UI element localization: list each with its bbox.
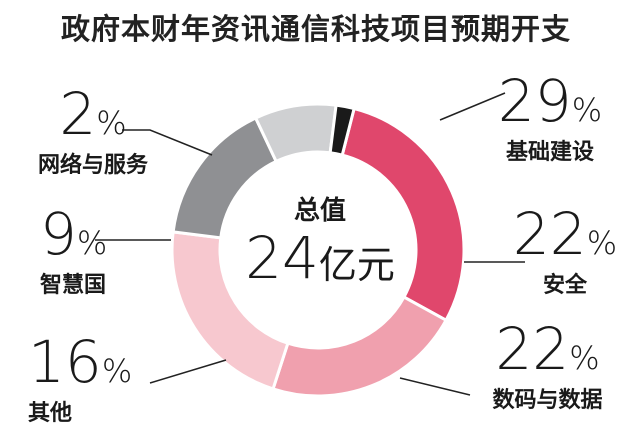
donut-slice-network-services	[328, 103, 356, 157]
pct-symbol: %	[96, 104, 127, 142]
slice-pct-smart-nation: 9	[40, 200, 77, 268]
center-value: 24	[245, 224, 319, 292]
slice-pct-infrastructure: 29	[497, 67, 572, 135]
slice-label-network-services: 2% 网络与服务	[28, 85, 158, 179]
leader-line-network-services	[122, 129, 213, 156]
donut-slice-security	[271, 295, 449, 398]
center-unit: 亿元	[318, 243, 395, 287]
chart-title: 政府本财年资讯通信科技项目预期开支	[60, 12, 571, 46]
pct-symbol: %	[586, 224, 618, 262]
center-total: 总值 24亿元	[245, 190, 395, 291]
slice-label-smart-nation: 9% 智慧国	[40, 205, 160, 299]
donut-slice-infrastructure	[340, 106, 466, 323]
slice-pct-network-services: 2	[59, 80, 97, 148]
slice-label-other: 16% 其他	[28, 333, 148, 427]
center-title: 总值	[293, 196, 346, 226]
slice-name-security: 安全	[542, 273, 587, 298]
center-value-line: 24亿元	[245, 224, 395, 292]
slice-label-infrastructure: 29% 基础建设	[475, 72, 625, 166]
slice-name-smart-nation: 智慧国	[40, 273, 107, 298]
slice-pct-security: 22	[512, 200, 587, 268]
pct-symbol: %	[569, 339, 600, 377]
pct-symbol: %	[571, 91, 603, 129]
slice-pct-other: 16	[28, 328, 102, 396]
slice-name-network-services: 网络与服务	[37, 153, 148, 178]
slice-label-security: 22% 安全	[510, 205, 620, 299]
pct-symbol: %	[76, 224, 108, 262]
slice-name-digital-data: 数码与数据	[492, 388, 603, 413]
pct-symbol: %	[101, 352, 133, 390]
leader-line-infrastructure	[439, 92, 506, 121]
slice-pct-digital-data: 22	[495, 315, 570, 383]
leader-lines	[95, 92, 525, 396]
slice-label-digital-data: 22% 数码与数据	[470, 320, 625, 414]
leader-line-other	[149, 359, 227, 384]
slice-name-other: 其他	[28, 401, 73, 426]
leader-line-digital-data	[399, 377, 471, 396]
slice-name-infrastructure: 基础建设	[505, 140, 594, 165]
donut-slices	[170, 102, 466, 398]
